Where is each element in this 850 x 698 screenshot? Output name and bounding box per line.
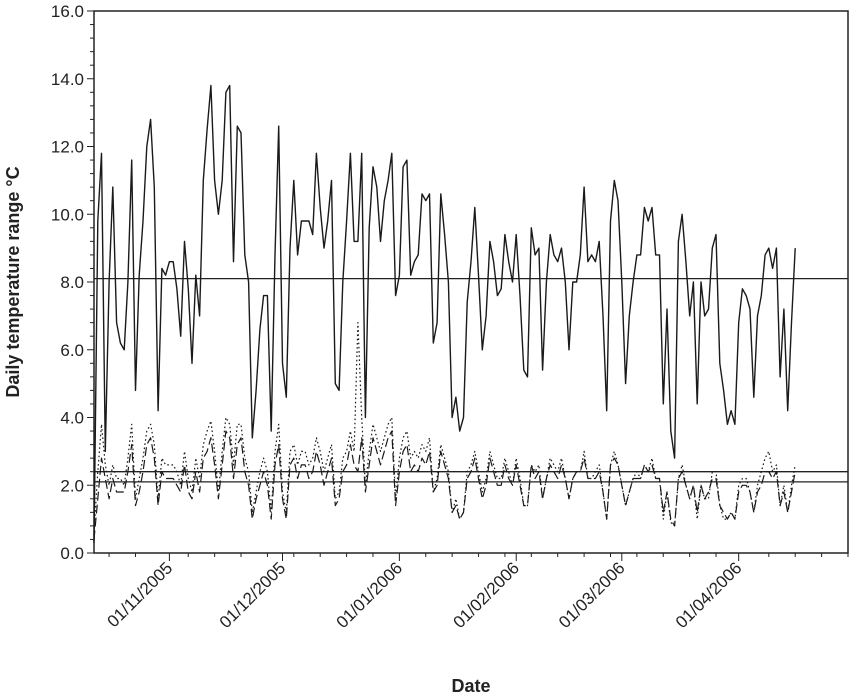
y-tick-label: 0.0 — [60, 544, 84, 563]
x-axis: 01/11/2005 01/12/2005 01/01/2006 01/02/2006… — [104, 553, 849, 632]
y-tick-label: 4.0 — [60, 409, 84, 428]
plot-area — [93, 10, 849, 554]
y-tick-label: 14.0 — [51, 70, 84, 89]
x-tick-label: 01/02/2006 — [449, 558, 523, 632]
data-series — [93, 84, 796, 543]
y-tick-label: 8.0 — [60, 273, 84, 292]
y-tick-label: 6.0 — [60, 341, 84, 360]
y-tick-label: 12.0 — [51, 138, 84, 157]
x-tick-label: 01/12/2005 — [216, 558, 290, 632]
x-axis-title: Date — [451, 676, 490, 696]
series-line-solid — [93, 84, 796, 543]
y-axis-title: Daily temperature range °C — [3, 166, 23, 397]
x-tick-label: 01/03/2006 — [555, 558, 629, 632]
y-tick-label: 2.0 — [60, 476, 84, 495]
series-line-dotted — [93, 322, 796, 533]
y-tick-label: 16.0 — [51, 2, 84, 21]
y-tick-label: 10.0 — [51, 205, 84, 224]
x-tick-label: 01/04/2006 — [672, 558, 746, 632]
series-line-dashed — [93, 430, 796, 540]
y-axis: 0.0 2.0 4.0 6.0 8.0 10.0 12.0 14.0 16.0 — [51, 2, 94, 563]
x-tick-label: 01/01/2006 — [333, 558, 407, 632]
x-tick-label: 01/11/2005 — [104, 558, 177, 631]
